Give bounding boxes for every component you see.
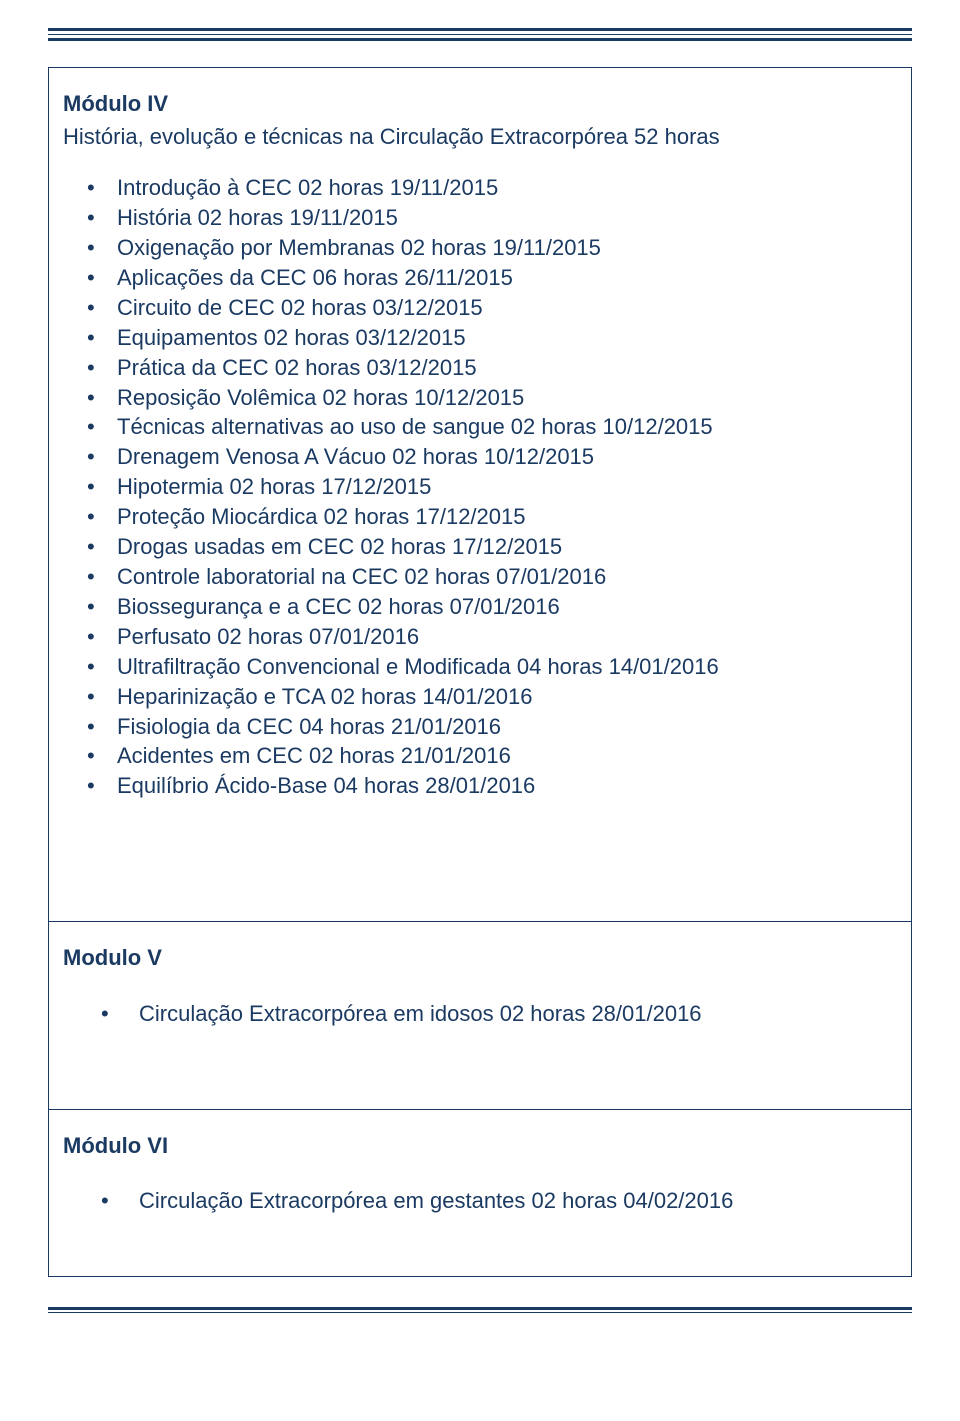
module-subtitle: História, evolução e técnicas na Circula… (63, 123, 897, 152)
module-iv-section: Módulo IV História, evolução e técnicas … (49, 68, 911, 921)
list-item: Perfusato 02 horas 07/01/2016 (87, 622, 897, 652)
module-vi-section: Módulo VI Circulação Extracorpórea em ge… (49, 1109, 911, 1277)
list-item: Aplicações da CEC 06 horas 26/11/2015 (87, 263, 897, 293)
module-title: Módulo VI (63, 1132, 897, 1161)
list-item: Introdução à CEC 02 horas 19/11/2015 (87, 173, 897, 203)
list-item: Drogas usadas em CEC 02 horas 17/12/2015 (87, 532, 897, 562)
list-item: Proteção Miocárdica 02 horas 17/12/2015 (87, 502, 897, 532)
list-item: Biossegurança e a CEC 02 horas 07/01/201… (87, 592, 897, 622)
top-rule (48, 28, 912, 41)
list-item: Circulação Extracorpórea em gestantes 02… (101, 1186, 897, 1216)
modules-box: Módulo IV História, evolução e técnicas … (48, 67, 912, 1277)
list-item: Oxigenação por Membranas 02 horas 19/11/… (87, 233, 897, 263)
list-item: História 02 horas 19/11/2015 (87, 203, 897, 233)
module-v-section: Modulo V Circulação Extracorpórea em ido… (49, 921, 911, 1109)
module-v-items: Circulação Extracorpórea em idosos 02 ho… (63, 999, 897, 1029)
bottom-rule (48, 1307, 912, 1313)
list-item: Ultrafiltração Convencional e Modificada… (87, 652, 897, 682)
list-item: Drenagem Venosa A Vácuo 02 horas 10/12/2… (87, 442, 897, 472)
module-iv-items: Introdução à CEC 02 horas 19/11/2015Hist… (63, 173, 897, 801)
list-item: Hipotermia 02 horas 17/12/2015 (87, 472, 897, 502)
list-item: Equipamentos 02 horas 03/12/2015 (87, 323, 897, 353)
list-item: Fisiologia da CEC 04 horas 21/01/2016 (87, 712, 897, 742)
list-item: Acidentes em CEC 02 horas 21/01/2016 (87, 741, 897, 771)
module-title: Modulo V (63, 944, 897, 973)
list-item: Reposição Volêmica 02 horas 10/12/2015 (87, 383, 897, 413)
list-item: Circulação Extracorpórea em idosos 02 ho… (101, 999, 897, 1029)
list-item: Técnicas alternativas ao uso de sangue 0… (87, 412, 897, 442)
list-item: Equilíbrio Ácido-Base 04 horas 28/01/201… (87, 771, 897, 801)
list-item: Prática da CEC 02 horas 03/12/2015 (87, 353, 897, 383)
list-item: Controle laboratorial na CEC 02 horas 07… (87, 562, 897, 592)
list-item: Circuito de CEC 02 horas 03/12/2015 (87, 293, 897, 323)
module-title: Módulo IV (63, 90, 897, 119)
module-vi-items: Circulação Extracorpórea em gestantes 02… (63, 1186, 897, 1216)
list-item: Heparinização e TCA 02 horas 14/01/2016 (87, 682, 897, 712)
